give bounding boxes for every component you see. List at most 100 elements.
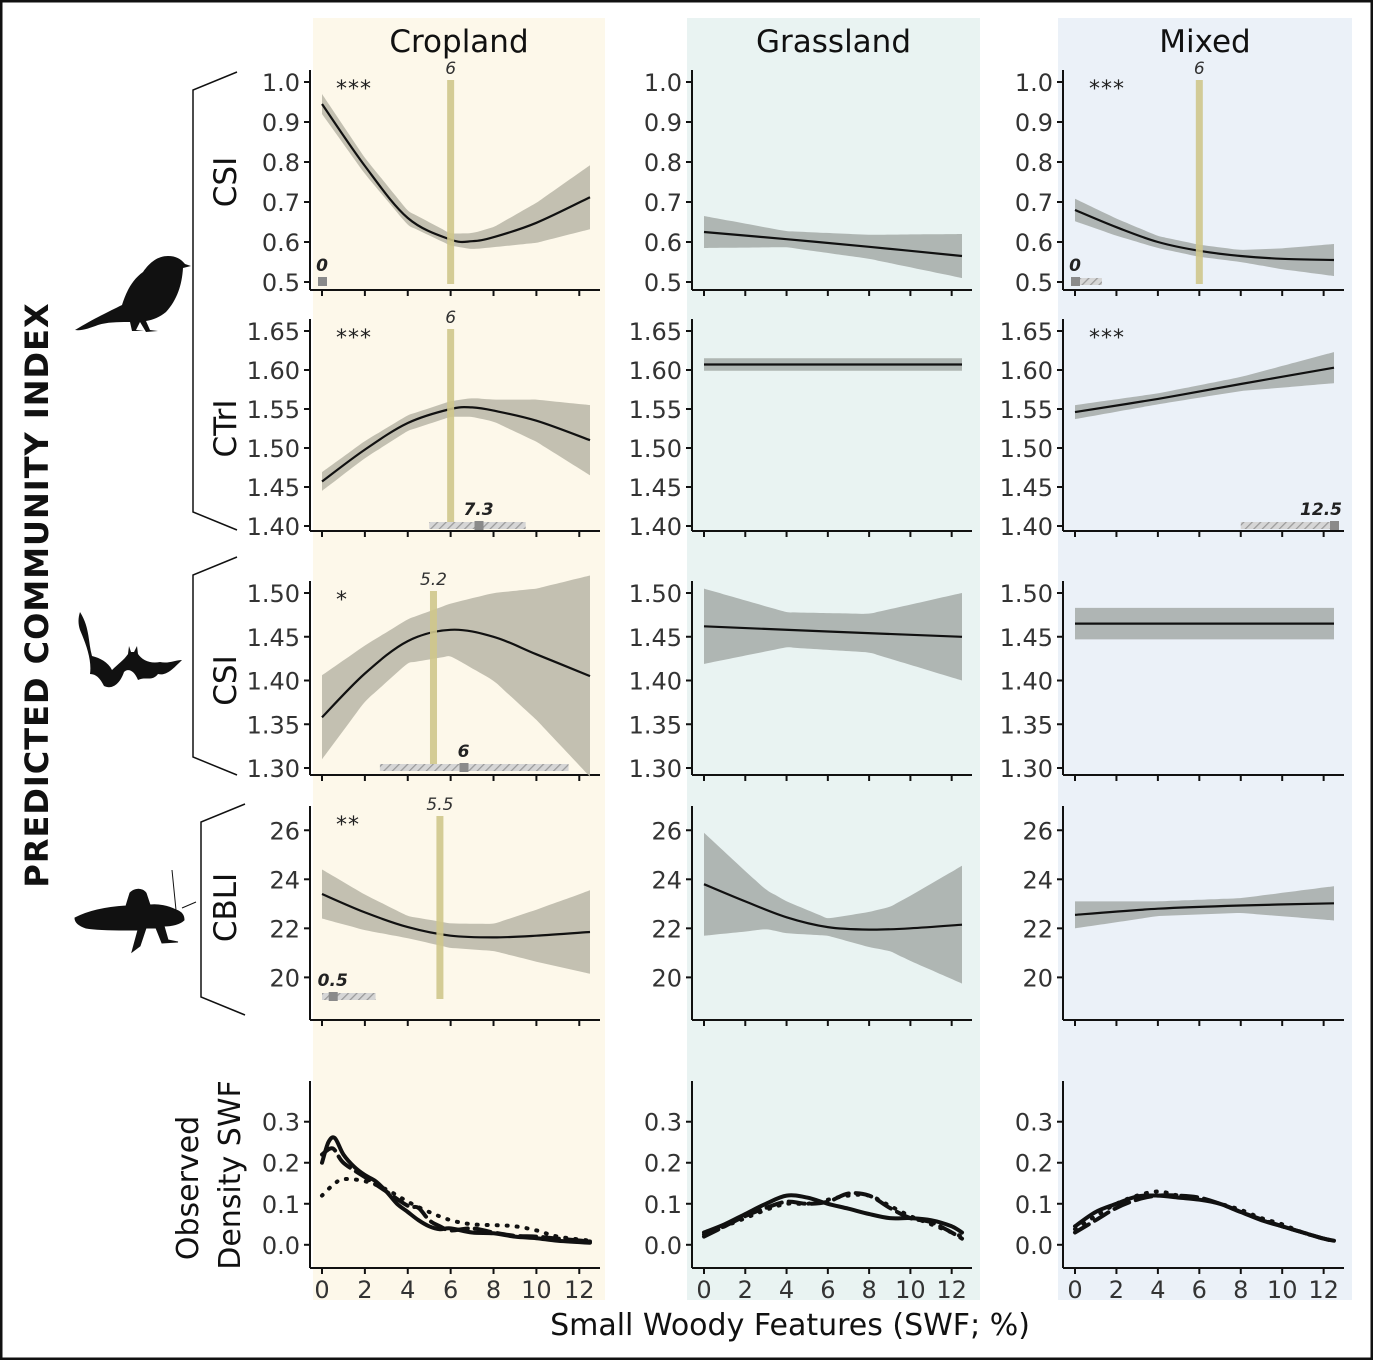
y-axis-title: PREDICTED COMMUNITY INDEX [18,302,56,887]
threshold-label: 5.5 [426,795,453,815]
y-tick-label: 1.35 [247,711,300,739]
x-tick-label: 12 [936,1276,967,1304]
y-tick-label: 0.6 [262,229,300,257]
threshold-bar [436,816,443,999]
significance-label: ** [336,813,360,838]
column-bg-mixed [1058,18,1352,1300]
significance-label: *** [1089,77,1125,102]
y-tick-label: 22 [1022,915,1053,943]
y-tick-label: 0.8 [1015,149,1053,177]
y-tick-label: 0.8 [262,149,300,177]
x-tick-label: 12 [1308,1276,1339,1304]
minimum-marker [475,521,484,530]
row-label-text: CSI [208,655,244,705]
y-tick-label: 0.7 [1015,189,1053,217]
threshold-label: 6 [445,59,456,79]
y-tick-label: 1.50 [629,580,682,608]
x-tick-label: 4 [1150,1276,1165,1304]
x-tick-label: 10 [521,1276,552,1304]
y-tick-label: 24 [651,866,682,894]
x-tick-label: 12 [564,1276,595,1304]
y-tick-label: 0.6 [644,229,682,257]
minimum-label: 12.5 [1300,500,1342,520]
x-tick-label: 0 [314,1276,329,1304]
x-tick-label: 4 [779,1276,794,1304]
minimum-label: 0 [316,256,328,276]
y-tick-label: 1.35 [629,711,682,739]
row-label-text: CBLI [208,873,244,942]
y-tick-label: 0.8 [644,149,682,177]
y-tick-label: 22 [269,915,300,943]
significance-label: *** [336,326,372,351]
y-tick-label: 1.45 [1000,624,1053,652]
y-tick-label: 1.45 [1000,474,1053,502]
y-tick-label: 22 [651,915,682,943]
y-tick-label: 1.45 [629,474,682,502]
threshold-label: 6 [1194,59,1205,79]
y-tick-label: 0.0 [1015,1232,1053,1260]
y-tick-label: 1.40 [1000,668,1053,696]
y-tick-label: 0.3 [644,1109,682,1137]
y-tick-label: 1.60 [1000,357,1053,385]
y-tick-label: 24 [1022,866,1053,894]
x-tick-label: 6 [820,1276,835,1304]
row-label-line: Density SWF [213,1080,248,1270]
y-tick-label: 0.1 [262,1191,300,1219]
significance-label: * [336,588,348,613]
y-tick-label: 0.2 [1015,1150,1053,1178]
x-tick-label: 2 [357,1276,372,1304]
y-tick-label: 0.9 [644,109,682,137]
minimum-marker [460,763,469,772]
y-tick-label: 1.50 [629,435,682,463]
y-tick-label: 1.40 [629,668,682,696]
x-tick-label: 0 [696,1276,711,1304]
minimum-range-bar [380,764,569,771]
y-tick-label: 0.9 [1015,109,1053,137]
y-tick-label: 26 [651,817,682,845]
y-tick-label: 1.55 [247,396,300,424]
y-tick-label: 1.50 [1000,580,1053,608]
y-tick-label: 0.2 [644,1150,682,1178]
threshold-bar [447,329,454,528]
y-tick-label: 1.60 [247,357,300,385]
row-label-bird_ctri: CTrI [208,400,244,458]
y-tick-label: 20 [269,964,300,992]
threshold-bar [430,591,437,770]
x-tick-label: 8 [1233,1276,1248,1304]
y-tick-label: 0.0 [262,1232,300,1260]
y-tick-label: 1.30 [1000,755,1053,783]
y-tick-label: 1.55 [1000,396,1053,424]
column-title-mixed: Mixed [1159,24,1251,60]
x-tick-label: 10 [895,1276,926,1304]
y-tick-label: 0.3 [262,1109,300,1137]
x-tick-label: 10 [1267,1276,1298,1304]
x-tick-label: 6 [443,1276,458,1304]
y-tick-label: 26 [1022,817,1053,845]
y-tick-label: 1.45 [247,474,300,502]
x-tick-label: 2 [1109,1276,1124,1304]
y-tick-label: 0.6 [1015,229,1053,257]
y-tick-label: 0.5 [644,269,682,297]
y-tick-label: 26 [269,817,300,845]
y-tick-label: 24 [269,866,300,894]
y-tick-label: 0.3 [1015,1109,1053,1137]
threshold-bar [1196,80,1203,284]
y-tick-label: 1.65 [629,318,682,346]
y-tick-label: 1.0 [644,69,682,97]
minimum-marker [1071,277,1080,286]
y-tick-label: 1.50 [1000,435,1053,463]
x-tick-label: 0 [1067,1276,1082,1304]
column-title-cropland: Cropland [389,24,528,60]
minimum-label: 0 [1069,256,1081,276]
row-label-line: Observed [171,1116,206,1260]
threshold-label: 6 [445,308,456,328]
y-tick-label: 0.1 [644,1191,682,1219]
x-tick-label: 8 [861,1276,876,1304]
y-tick-label: 1.45 [247,624,300,652]
row-label-text: CSI [208,157,244,207]
y-tick-label: 1.40 [247,668,300,696]
y-tick-label: 1.55 [629,396,682,424]
y-tick-label: 1.40 [629,513,682,541]
threshold-bar [447,80,454,284]
